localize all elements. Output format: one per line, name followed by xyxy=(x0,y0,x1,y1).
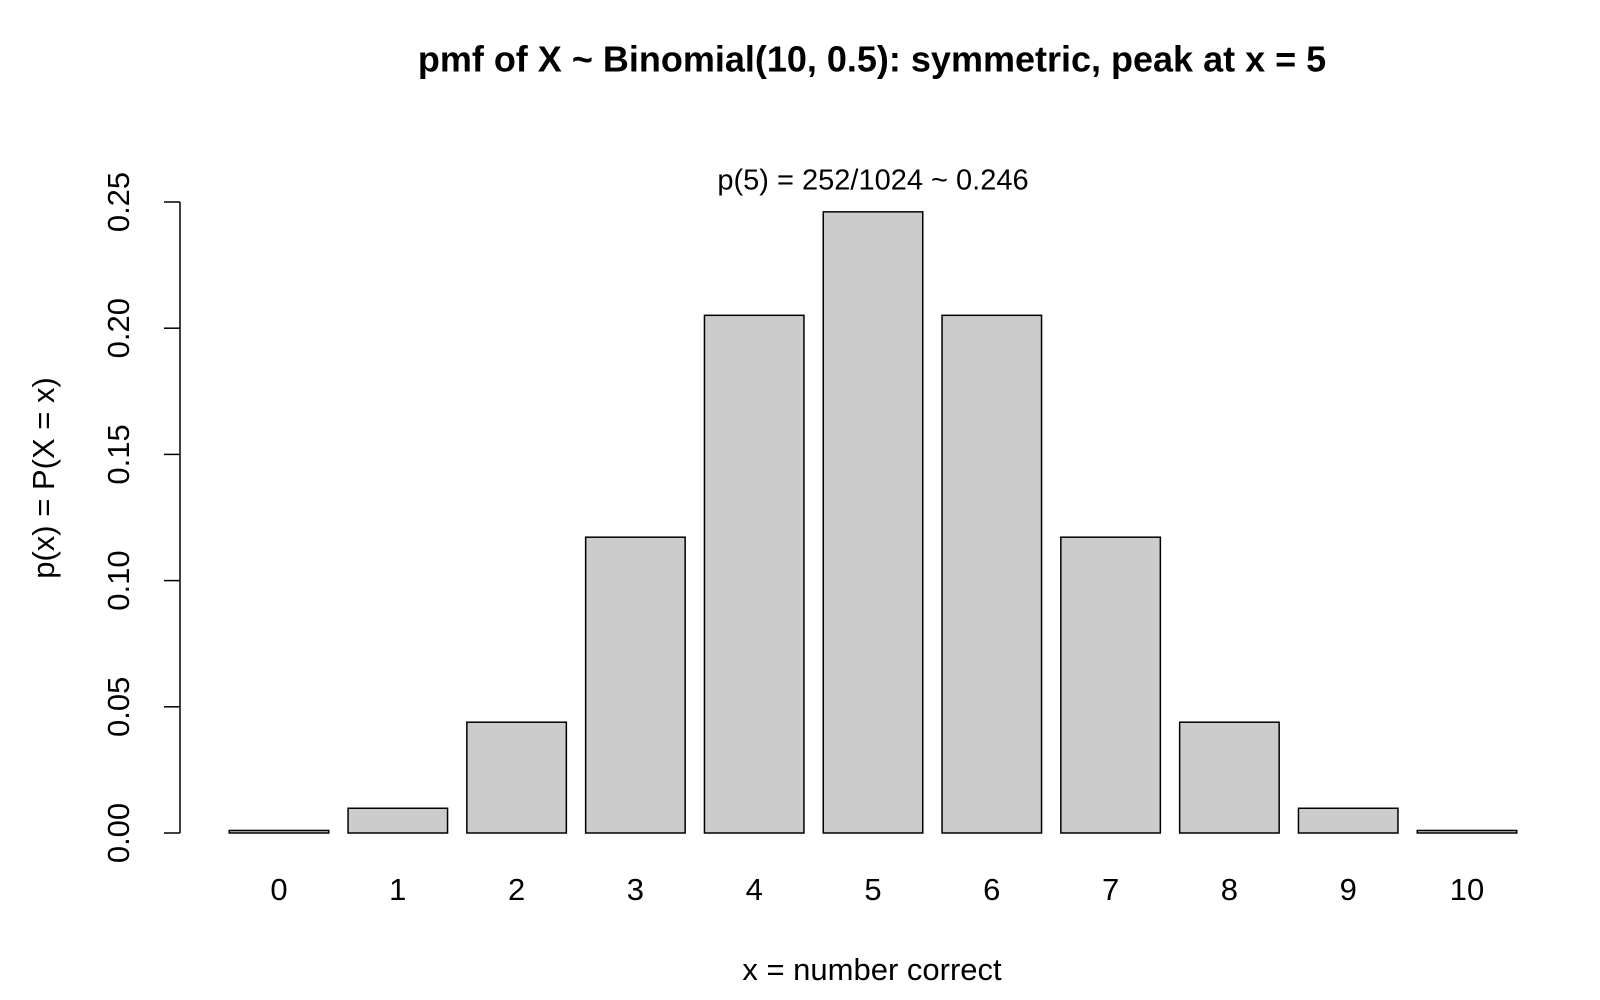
x-tick-label: 6 xyxy=(983,872,1000,907)
x-tick-label: 4 xyxy=(746,872,763,907)
bar xyxy=(584,536,686,834)
y-tick-label: 0.00 xyxy=(101,803,136,863)
y-tick-label: 0.25 xyxy=(101,172,136,232)
x-tick-label: 2 xyxy=(508,872,525,907)
bar xyxy=(703,314,805,834)
chart-title: pmf of X ~ Binomial(10, 0.5): symmetric,… xyxy=(418,39,1326,80)
bar xyxy=(1297,807,1399,834)
x-tick-label: 10 xyxy=(1450,872,1484,907)
y-tick-label: 0.15 xyxy=(101,424,136,484)
x-tick-label: 3 xyxy=(627,872,644,907)
bar xyxy=(1416,829,1518,834)
bar xyxy=(466,721,568,834)
bar xyxy=(1178,721,1280,834)
x-axis-label: x = number correct xyxy=(742,952,1002,987)
y-tick-label: 0.05 xyxy=(101,677,136,737)
annotation: p(5) = 252/1024 ~ 0.246 xyxy=(717,165,1028,197)
y-tick-label: 0.20 xyxy=(101,298,136,358)
bar xyxy=(347,807,449,834)
x-tick-label: 5 xyxy=(864,872,881,907)
bar xyxy=(822,211,924,834)
bar xyxy=(228,829,330,834)
x-tick-label: 0 xyxy=(270,872,287,907)
y-tick-label: 0.10 xyxy=(101,550,136,610)
x-tick-label: 7 xyxy=(1102,872,1119,907)
x-tick-label: 1 xyxy=(389,872,406,907)
y-axis-label: p(x) = P(X = x) xyxy=(26,377,61,579)
bar xyxy=(1060,536,1162,834)
x-tick-label: 9 xyxy=(1340,872,1357,907)
bar xyxy=(941,314,1043,834)
x-tick-label: 8 xyxy=(1221,872,1238,907)
